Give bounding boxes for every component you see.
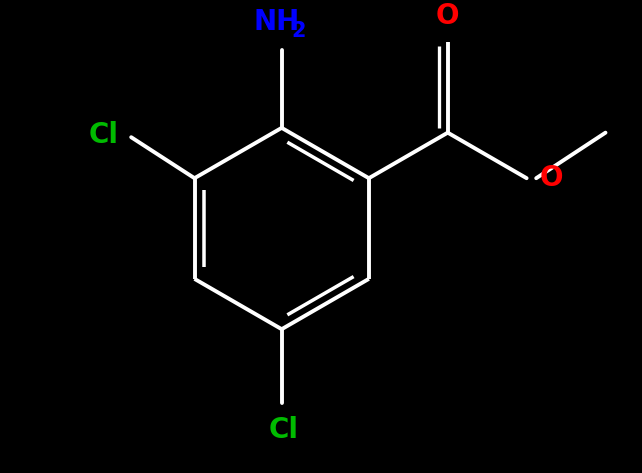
Text: NH: NH (254, 8, 300, 36)
Text: O: O (540, 164, 564, 192)
Text: Cl: Cl (89, 121, 119, 149)
Text: O: O (436, 2, 460, 30)
Text: Cl: Cl (268, 416, 299, 444)
Text: 2: 2 (291, 21, 306, 41)
